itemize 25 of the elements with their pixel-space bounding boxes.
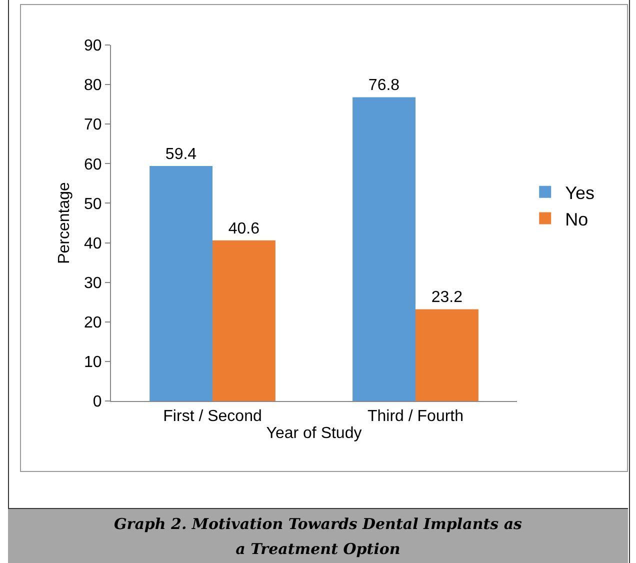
text: Graph 2. Motivation Towards Dental Implants as a Treatment Option xyxy=(113,514,523,560)
data-label: 76.8 xyxy=(368,77,400,94)
x-axis-title: Year of Study xyxy=(266,424,362,442)
x-tick-label: Third / Fourth xyxy=(367,408,464,426)
y-tick-label: 80 xyxy=(84,77,102,94)
bar xyxy=(416,309,478,401)
bar xyxy=(150,166,212,401)
y-tick-label: 60 xyxy=(84,156,102,174)
data-label: 40.6 xyxy=(228,220,260,238)
y-tick-label: 50 xyxy=(84,196,102,213)
bar xyxy=(352,97,416,401)
y-tick-label: 0 xyxy=(92,394,102,411)
y-tick-label: 70 xyxy=(84,116,102,134)
data-label: 23.2 xyxy=(431,289,463,306)
y-tick-label: 30 xyxy=(84,274,102,292)
legend-label: No xyxy=(565,209,588,230)
y-tick-label: 40 xyxy=(84,235,102,252)
legend-label: Yes xyxy=(565,182,594,203)
y-axis-title: Percentage xyxy=(56,182,73,264)
data-label: 59.4 xyxy=(165,146,197,164)
y-tick-label: 90 xyxy=(84,38,102,55)
bar xyxy=(212,240,276,401)
y-tick-label: 20 xyxy=(84,314,102,332)
x-tick-label: First / Second xyxy=(163,408,262,426)
y-tick-label: 10 xyxy=(84,354,102,372)
